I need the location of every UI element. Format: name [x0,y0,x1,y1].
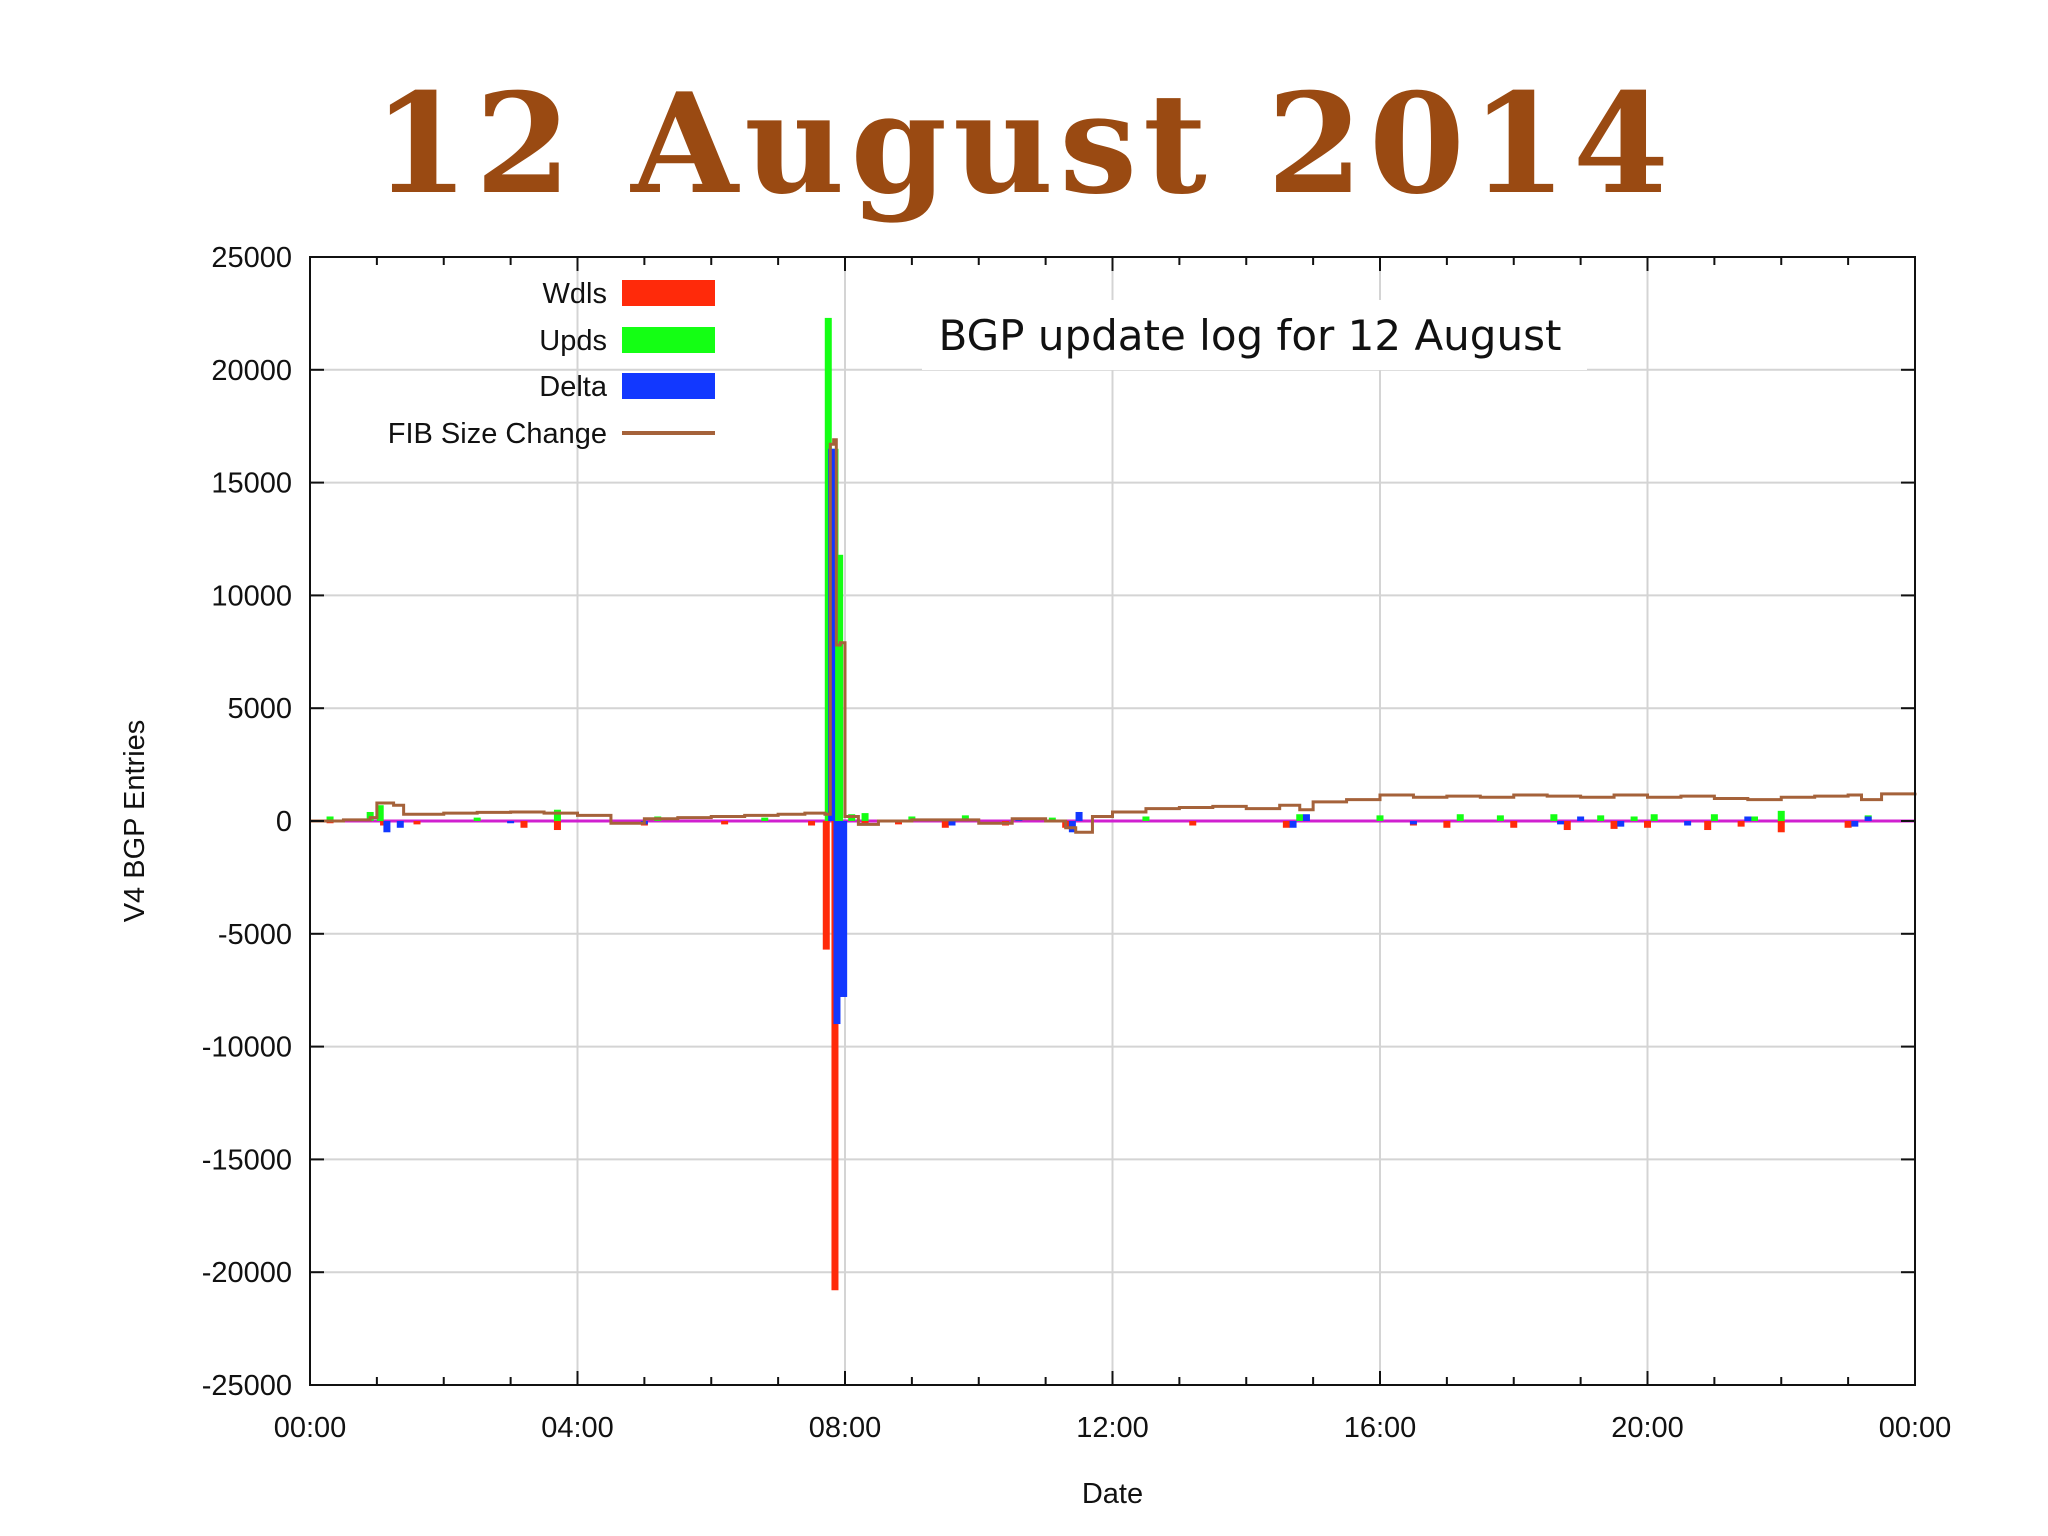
y-tick-label: 10000 [211,580,292,612]
bar-wdls [1563,821,1571,831]
bar-upds [1650,814,1658,821]
bar-delta [1075,811,1083,821]
x-tick-label: 00:00 [274,1412,347,1444]
y-tick-label: 5000 [227,693,292,725]
legend-label-fib-size-change: FIB Size Change [388,418,607,450]
bar-upds [836,554,844,821]
bar-upds [1376,815,1384,821]
bar-upds [1597,815,1605,821]
legend-label-wdls: Wdls [543,278,607,310]
bar-delta [1409,821,1417,825]
bar-delta [840,821,848,997]
bar-wdls [941,821,949,828]
bar-wdls [1704,821,1712,831]
axis-ticks [309,256,1916,1386]
legend-label-delta: Delta [539,371,608,403]
bar-upds [376,805,384,821]
bar-wdls [1189,821,1197,826]
legend: Wdls Upds Delta FIB Size Change [388,278,715,450]
bar-wdls [895,821,902,825]
y-tick-label: -5000 [218,919,292,951]
bar-delta [1617,821,1625,827]
y-tick-label: -25000 [202,1370,292,1402]
bar-upds [1456,814,1464,821]
bar-wdls [1777,821,1785,833]
bar-wdls [413,821,421,825]
bar-delta [1851,821,1859,827]
bar-upds [861,813,869,821]
y-tick-label: 15000 [211,468,292,500]
line-series [310,438,1917,834]
bar-wdls [822,821,830,950]
bar-upds [1777,810,1785,821]
bar-wdls [520,821,528,828]
x-tick-label: 04:00 [541,1412,614,1444]
bar-upds [1751,816,1758,821]
bar-wdls [721,821,729,825]
y-tick-label: 20000 [211,355,292,387]
x-tick-label: 08:00 [809,1412,882,1444]
y-tick-label: -10000 [202,1032,292,1064]
bar-upds [961,815,969,821]
x-tick-label: 20:00 [1611,1412,1684,1444]
bar-delta [1289,821,1297,828]
legend-swatch-delta [622,373,715,399]
chart-annotation: BGP update log for 12 August [939,311,1562,360]
bar-wdls [1844,821,1852,828]
bar-delta [1302,814,1310,821]
bar-upds [553,809,561,821]
y-tick-label: -15000 [202,1144,292,1176]
bar-wdls [1644,821,1651,828]
bar-delta [1864,816,1872,821]
bar-upds [1550,814,1558,821]
legend-label-upds: Upds [539,325,607,357]
y-axis-label: V4 BGP Entries [119,720,151,923]
bar-wdls [1443,821,1451,828]
bar-delta [507,821,515,824]
bar-wdls [1510,821,1518,828]
bar-wdls [1282,821,1290,828]
bar-delta [948,821,956,826]
bar-delta [1557,821,1565,825]
bar-wdls [1737,821,1745,827]
x-axis-label: Date [1082,1478,1143,1510]
x-tick-label: 16:00 [1344,1412,1417,1444]
line-fib-size-change [310,438,1917,834]
bar-upds [1296,814,1304,821]
bar-upds [1142,816,1150,821]
legend-swatch-upds [622,327,715,353]
y-tick-labels: 25000 20000 15000 10000 5000 0 -5000 -10000 -150… [202,242,292,1402]
bar-wdls [553,821,561,831]
bar-upds [326,816,334,821]
bar-upds [1048,817,1056,821]
bar-upds [473,817,481,821]
legend-swatch-wdls [622,280,715,306]
bar-upds [1710,814,1718,821]
bar-delta [1577,816,1585,821]
x-tick-label: 00:00 [1879,1412,1952,1444]
x-tick-label: 12:00 [1076,1412,1149,1444]
bar-wdls [808,821,816,826]
bar-delta [1744,816,1752,821]
bar-delta [1684,821,1692,826]
bar-series [326,317,1872,1291]
y-tick-label: 25000 [211,242,292,274]
y-tick-label: 0 [276,806,292,838]
bar-delta [833,821,841,1025]
bar-delta [383,821,391,833]
bar-upds [1630,816,1638,821]
bar-upds [1496,815,1504,821]
annotation-background [922,300,1587,370]
bar-upds [761,817,769,821]
bar-wdls [831,821,839,1291]
slide-title: 12 August 2014 [373,62,1675,225]
bar-wdls [1610,821,1618,829]
y-tick-label: -20000 [202,1257,292,1289]
x-tick-labels: 00:00 04:00 08:00 12:00 16:00 20:00 00:00 [274,1412,1952,1444]
bar-delta [396,821,404,828]
